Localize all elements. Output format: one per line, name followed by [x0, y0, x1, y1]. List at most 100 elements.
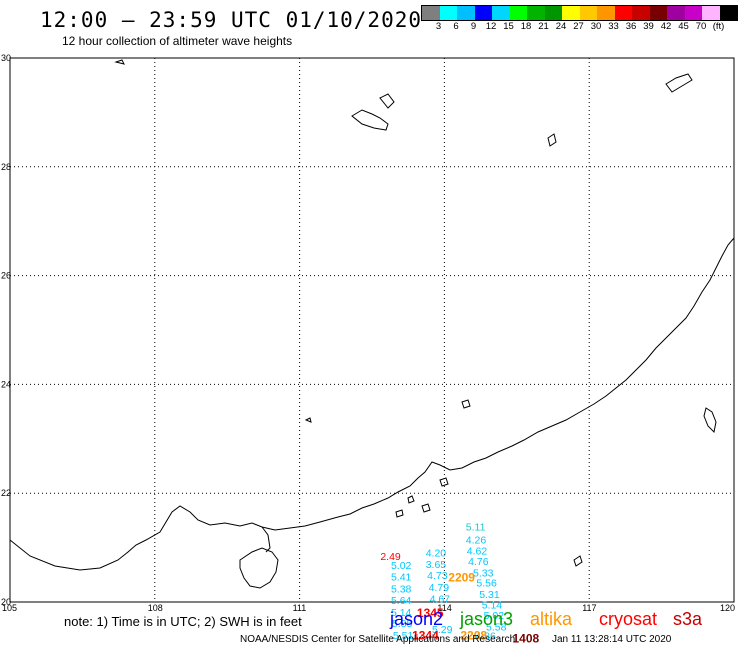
color-swatch	[562, 6, 580, 20]
color-scale-label: 45	[678, 21, 689, 32]
longitude-labels: 105 108 111 114 117 120	[2, 603, 735, 613]
map-subtitle: 12 hour collection of altimeter wave hei…	[62, 34, 293, 48]
color-swatch	[684, 6, 702, 20]
island-1	[421, 503, 431, 513]
wave-height-label: 5.56	[476, 577, 497, 589]
wave-height-label: 5.38	[391, 583, 412, 595]
wave-height-label: 4.26	[466, 534, 487, 546]
color-scale-label: 42	[660, 21, 672, 32]
color-swatch	[702, 6, 720, 20]
wave-height-label: 5.14	[482, 600, 503, 612]
leizhou-peninsula	[261, 526, 271, 553]
wave-height-label: 5.14	[391, 607, 412, 619]
island-ryukyu-6	[461, 399, 471, 409]
island-ryukyu-8	[573, 555, 583, 567]
color-swatch	[439, 6, 457, 20]
color-scale-label: 27	[573, 21, 584, 32]
pass-time-label: 1345	[417, 606, 444, 620]
wave-height-label: 5.02	[484, 610, 505, 622]
wave-height-label: 4.79	[429, 582, 450, 594]
wave-height-label: 4.20	[426, 547, 447, 559]
color-swatch	[632, 6, 650, 20]
wave-height-label: 5.64	[391, 595, 412, 607]
color-swatch	[527, 6, 545, 20]
latitude-label: 22	[1, 488, 11, 498]
color-swatch	[597, 6, 615, 20]
wave-height-label: 5.31	[479, 589, 500, 601]
island-3	[407, 495, 415, 504]
color-swatch	[509, 6, 527, 20]
wave-height-label: 5.11	[466, 521, 486, 533]
footer-note: note: 1) Time is in UTC; 2) SWH is in fe…	[64, 614, 302, 629]
longitude-label: 117	[582, 603, 596, 613]
pass-time-label: 1408	[512, 631, 539, 645]
wave-height-label: 4.73	[427, 570, 448, 582]
color-scale-label: 9	[470, 21, 477, 32]
color-swatch	[544, 6, 562, 20]
map-title: 12:00 – 23:59 UTC 01/10/2020	[40, 8, 423, 32]
hainan-island	[239, 547, 279, 589]
color-swatch	[667, 6, 685, 20]
pass-time-label: 1344	[412, 629, 439, 643]
color-scale-label: 12	[485, 21, 497, 32]
wave-height-label: 5.85	[392, 618, 413, 630]
map-frame	[9, 57, 735, 603]
island-ryukyu-7	[304, 417, 312, 423]
color-swatch	[649, 6, 667, 20]
latitude-label: 24	[1, 379, 11, 389]
longitude-label: 108	[148, 603, 163, 613]
sat-label-jason2: jason2	[390, 609, 444, 629]
color-swatch	[614, 6, 632, 20]
sat-label-altika: altika	[530, 609, 573, 629]
taiwan-island	[703, 407, 717, 434]
longitude-label: 114	[437, 603, 451, 613]
wave-height-label: 5.51	[393, 630, 414, 642]
wave-height-label: 4.76	[468, 556, 489, 568]
wave-height-label: 5.58	[486, 621, 507, 633]
longitude-label: 111	[293, 603, 307, 613]
color-swatch	[719, 6, 737, 20]
longitude-label: 105	[2, 603, 17, 613]
longitude-label: 120	[720, 603, 735, 613]
latitude-label: 26	[1, 271, 11, 281]
coastline	[9, 59, 735, 589]
island-ryukyu-2	[379, 93, 395, 109]
color-swatch	[492, 6, 510, 20]
island-ryukyu-5	[114, 59, 125, 65]
pass-time-labels: 2209 1345 1344 2208 1408	[412, 571, 539, 646]
color-scale-label: 15	[503, 21, 514, 32]
color-scale-label: 70	[695, 21, 707, 32]
wave-height-labels: 5.114.264.624.765.335.565.315.145.025.58…	[380, 521, 506, 642]
wave-height-label: 4.67	[430, 594, 451, 606]
footer-credit: NOAA/NESDIS Center for Satellite Applica…	[240, 634, 516, 645]
wave-height-label: 4.86	[475, 631, 496, 643]
wave-height-label: 4.62	[467, 545, 488, 557]
sat-label-cryosat: cryosat	[599, 609, 658, 629]
color-scale-label: 6	[453, 21, 459, 32]
island-4	[395, 509, 404, 518]
island-2	[439, 477, 449, 487]
footer-timestamp: Jan 11 13:28:14 UTC 2020	[552, 634, 672, 645]
wave-height-label: 5.29	[432, 624, 453, 636]
wave-height-label: 3.65	[426, 559, 447, 571]
color-scale-label: (ft)	[712, 21, 725, 32]
island-ryukyu-1	[351, 109, 389, 131]
pass-time-label: 2209	[448, 571, 475, 585]
color-scale-label: 36	[625, 21, 637, 32]
color-swatch	[474, 6, 492, 20]
color-scale-label: 39	[643, 21, 654, 32]
color-scale-bar	[421, 5, 738, 21]
latitude-label: 20	[1, 597, 11, 607]
sat-label-jason3: jason3	[460, 609, 514, 629]
color-scale-label: 33	[608, 21, 619, 32]
color-scale-labels: 3 6 9 12 15 18 21 24 27 30 33 36 39 42 45 70 (ft)	[421, 21, 740, 33]
sat-label-s3a: s3a	[673, 609, 703, 629]
color-scale-label: 18	[520, 21, 532, 32]
color-swatch	[579, 6, 597, 20]
color-scale-label: 30	[590, 21, 602, 32]
island-ryukyu-3	[665, 73, 693, 93]
graticule-grid	[10, 58, 734, 602]
island-ryukyu-4	[547, 133, 557, 147]
latitude-label: 30	[1, 53, 11, 63]
color-swatch	[457, 6, 475, 20]
